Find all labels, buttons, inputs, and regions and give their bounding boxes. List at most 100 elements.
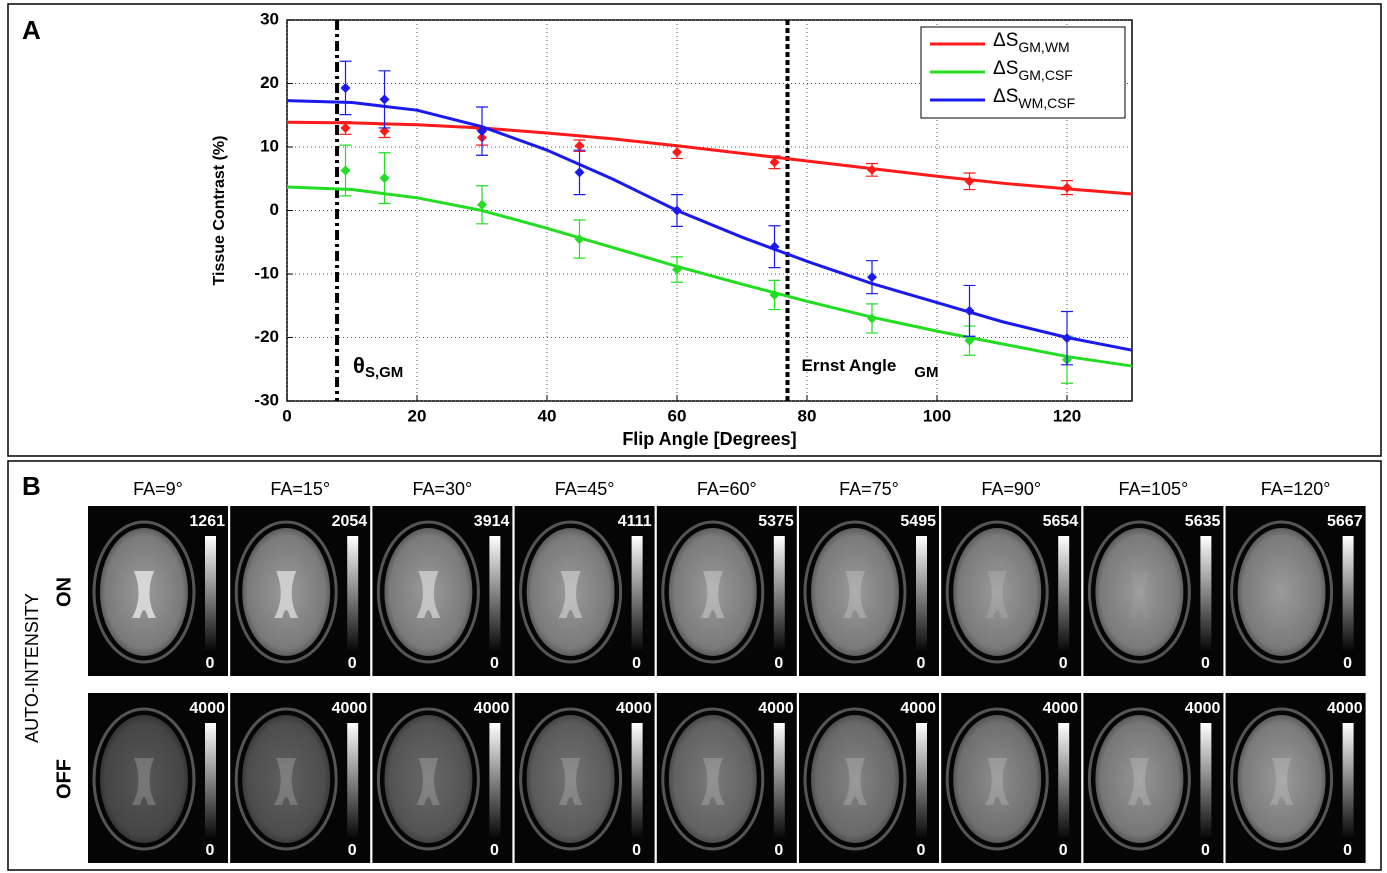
colorbar-max: 4000 [1185, 700, 1221, 717]
colorbar [1058, 536, 1070, 654]
data-point [477, 199, 487, 210]
colorbar [773, 536, 785, 654]
plot: 0 20 40 60 80 100 120 -30 -20 -10 0 10 20 30 Flip Angl… [211, 9, 1133, 449]
column-header: FA=120° [1261, 479, 1331, 499]
colorbar [773, 723, 785, 841]
ventricles [843, 571, 867, 618]
brain [668, 528, 757, 656]
colorbar [916, 536, 927, 654]
colorbar-max: 4000 [1043, 700, 1079, 717]
x-tick-label: 120 [1053, 406, 1081, 425]
brain [953, 528, 1042, 656]
fit-line [286, 120, 1133, 196]
brain-outline [92, 520, 196, 664]
ventricles [843, 758, 867, 805]
column-header: FA=90° [981, 479, 1041, 499]
data-point [574, 140, 585, 151]
y-tick-label: -10 [254, 263, 279, 282]
ventricles [985, 571, 1010, 618]
image-grid: FA=9° FA=15° FA=30° FA=45° FA=60° FA=75° FA=90… [22, 479, 1366, 863]
colorbar-min: 0 [774, 842, 783, 859]
y-tick-label: 10 [260, 136, 279, 155]
column-header: FA=30° [413, 479, 473, 499]
data-point [672, 264, 682, 275]
colorbar-max: 5495 [900, 513, 936, 530]
colorbar-min: 0 [348, 655, 357, 672]
ventricles [700, 571, 725, 618]
colorbar-min: 0 [1201, 655, 1210, 672]
ventricles [274, 571, 299, 618]
row-label: ON [53, 577, 75, 607]
data-point [340, 165, 351, 176]
brain-outline [1230, 520, 1334, 664]
y-tick-label: 30 [260, 9, 279, 28]
colorbar [631, 536, 643, 654]
x-tick-label: 80 [798, 406, 817, 425]
colorbar-min: 0 [774, 655, 783, 672]
colorbar-max: 4000 [1327, 700, 1363, 717]
colorbar [1200, 536, 1212, 654]
ventricles [132, 758, 156, 805]
x-tick-label: 20 [408, 406, 427, 425]
brain-outline [519, 520, 623, 664]
colorbar-min: 0 [206, 842, 215, 859]
legend-sub: WM,CSF [1018, 95, 1075, 111]
brain [811, 715, 899, 843]
brain [1237, 715, 1326, 843]
column-header: FA=9° [133, 479, 183, 499]
data-point [379, 126, 390, 137]
y-axis-label: Tissue Contrast (%) [211, 136, 228, 286]
annotation: θS,GM [353, 353, 403, 381]
brain-outline [661, 520, 765, 664]
ventricles [132, 571, 156, 618]
colorbar [489, 723, 501, 841]
data-point [379, 94, 390, 105]
panel-label: A [22, 15, 41, 45]
brain [668, 715, 757, 843]
brain-outline [92, 707, 196, 851]
ventricles [1127, 571, 1152, 618]
row-title: AUTO-INTENSITY [22, 593, 42, 743]
data-point [1062, 182, 1072, 193]
data-point [379, 173, 390, 184]
colorbar-max: 4111 [618, 513, 652, 530]
fit-line [286, 185, 1133, 368]
colorbar-max: 5635 [1185, 513, 1221, 530]
data-point [574, 234, 585, 245]
brain-outline [234, 520, 338, 664]
annotation-sub: S,GM [365, 364, 403, 381]
brain [526, 715, 615, 843]
x-tick-label: 100 [923, 406, 951, 425]
data-point [769, 241, 780, 252]
colorbar-max: 4000 [758, 700, 794, 717]
colorbar-max: 4000 [900, 700, 936, 717]
column-header: FA=75° [839, 479, 899, 499]
colorbar [1058, 723, 1070, 841]
ventricles [1127, 758, 1152, 805]
brain-outline [519, 707, 623, 851]
colorbar-min: 0 [917, 655, 926, 672]
ventricles [985, 758, 1010, 805]
brain [1095, 715, 1184, 843]
colorbar [489, 536, 501, 654]
brain [953, 715, 1042, 843]
panel-a-frame [7, 3, 1382, 457]
legend-name: ΔS [993, 58, 1018, 79]
data-point [672, 147, 682, 158]
legend-sub: GM,CSF [1018, 67, 1072, 83]
colorbar [347, 723, 359, 841]
annotation-text: Ernst Angle [802, 356, 897, 375]
column-header: FA=15° [270, 479, 330, 499]
column-header: FA=60° [697, 479, 757, 499]
data-point [964, 176, 975, 187]
data-point [574, 167, 585, 178]
colorbar [1200, 723, 1212, 841]
colorbar-max: 4000 [474, 700, 510, 717]
colorbar-min: 0 [490, 842, 499, 859]
brain-outline [803, 520, 907, 664]
data-point [477, 126, 487, 137]
panel-b-frame [7, 460, 1382, 871]
ventricles [1269, 758, 1294, 805]
colorbar-min: 0 [348, 842, 357, 859]
